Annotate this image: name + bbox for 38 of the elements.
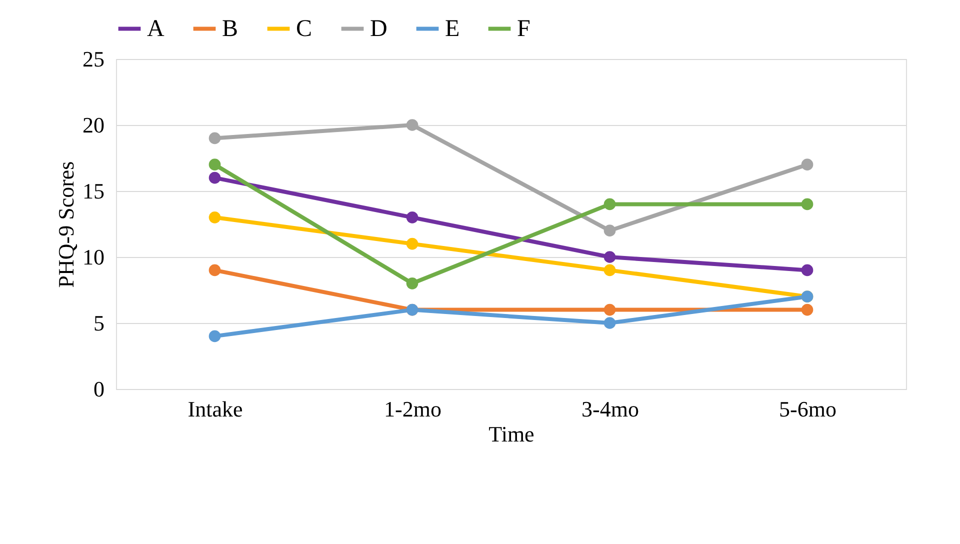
point: [406, 238, 418, 250]
point: [406, 119, 418, 131]
y-tick-label: 25: [82, 46, 104, 72]
legend-label: D: [370, 16, 388, 42]
point: [801, 158, 814, 171]
x-tick-label: 3-4mo: [582, 396, 639, 422]
point: [406, 211, 418, 224]
y-tick-label: 20: [82, 112, 104, 138]
point: [208, 330, 221, 342]
point: [604, 224, 616, 237]
point: [604, 304, 616, 316]
y-tick-label: 0: [94, 376, 104, 402]
point: [208, 172, 221, 184]
point: [208, 132, 221, 144]
point: [208, 264, 221, 276]
x-tick-label: Intake: [188, 396, 243, 422]
y-axis-title: PHQ-9 Scores: [54, 161, 78, 288]
legend-label: B: [222, 16, 238, 42]
point: [604, 317, 616, 329]
point: [604, 198, 616, 210]
legend-label: A: [147, 16, 165, 42]
y-tick-label: 10: [82, 244, 104, 270]
point: [801, 264, 814, 276]
point: [406, 277, 418, 290]
point: [208, 211, 221, 224]
x-tick-label: 1-2mo: [384, 396, 442, 422]
legend-label: C: [296, 16, 312, 42]
x-axis-title: Time: [488, 422, 534, 446]
point: [801, 198, 814, 210]
y-tick-label: 15: [82, 178, 104, 204]
point: [801, 304, 814, 316]
point: [604, 251, 616, 263]
y-tick-label: 5: [94, 310, 104, 336]
point: [208, 158, 221, 171]
legend-label: F: [517, 16, 530, 42]
point: [604, 264, 616, 276]
x-tick-label: 5-6mo: [779, 396, 836, 422]
legend-label: E: [445, 16, 460, 42]
